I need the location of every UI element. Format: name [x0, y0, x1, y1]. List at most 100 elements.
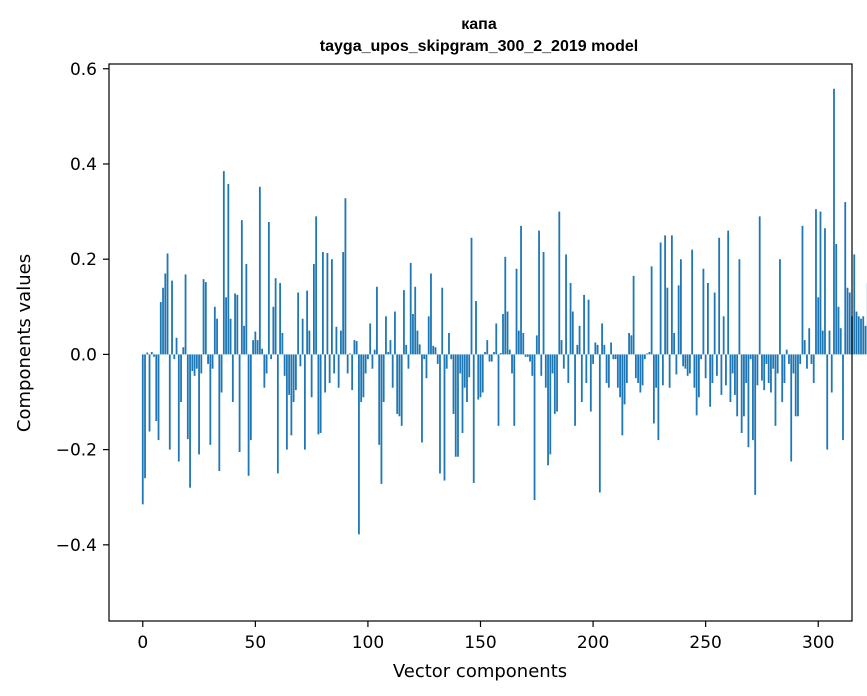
bar-304: [826, 354, 829, 450]
bar-51: [256, 340, 259, 355]
bar-312: [844, 202, 847, 355]
bar-124: [421, 354, 423, 443]
bar-218: [632, 275, 635, 355]
bar-224: [646, 353, 649, 355]
bar-266: [740, 354, 743, 433]
bar-130: [434, 347, 437, 355]
bar-131: [436, 354, 439, 364]
bar-89: [342, 252, 345, 355]
bar-187: [562, 354, 565, 369]
bar-64: [285, 354, 288, 450]
bar-139: [454, 354, 457, 457]
x-tick-label: 250: [689, 633, 721, 653]
bar-177: [540, 354, 543, 376]
bar-128: [430, 273, 432, 355]
bar-115: [400, 354, 403, 426]
bar-120: [412, 313, 414, 355]
bar-16: [177, 354, 180, 462]
bar-18: [182, 347, 185, 355]
bar-148: [475, 301, 477, 355]
bar-75: [310, 354, 313, 398]
bar-149: [477, 354, 480, 400]
bar-220: [637, 354, 640, 383]
bar-82: [326, 253, 329, 355]
bar-23: [193, 354, 196, 376]
bar-307: [833, 88, 835, 355]
bar-155: [490, 354, 493, 362]
bar-193: [576, 344, 579, 355]
bar-162: [506, 311, 509, 355]
bar-94: [353, 340, 356, 355]
bar-143: [463, 354, 466, 388]
bar-297: [810, 354, 813, 364]
bar-151: [481, 354, 484, 393]
bar-212: [619, 354, 621, 398]
bar-227: [652, 354, 655, 424]
y-tick-label: 0.0: [70, 345, 97, 365]
bar-135: [445, 354, 448, 369]
bar-164: [511, 354, 513, 374]
bar-29: [207, 354, 209, 364]
bar-2: [146, 352, 149, 355]
bar-310: [839, 328, 842, 355]
bar-63: [283, 354, 286, 376]
bar-194: [578, 325, 581, 355]
bar-270: [749, 354, 752, 360]
bar-104: [376, 286, 378, 355]
bar-223: [643, 354, 646, 360]
bar-278: [767, 354, 770, 383]
bar-213: [621, 354, 624, 436]
bar-171: [526, 354, 529, 357]
bar-108: [385, 316, 387, 355]
bar-38: [227, 183, 230, 355]
x-tick-label: 300: [802, 633, 834, 653]
bar-313: [846, 287, 849, 355]
bar-281: [774, 354, 777, 426]
bar-234: [668, 354, 671, 388]
y-tick-label: 0.4: [70, 155, 97, 175]
bar-189: [567, 354, 570, 383]
bar-133: [441, 287, 444, 355]
bar-274: [758, 216, 761, 355]
bar-267: [743, 354, 745, 417]
bar-209: [612, 354, 615, 360]
bar-258: [722, 316, 725, 355]
bar-276: [763, 354, 766, 391]
bar-134: [443, 354, 446, 481]
bar-216: [628, 332, 630, 355]
bar-203: [598, 354, 601, 493]
bar-219: [634, 354, 637, 379]
bar-296: [808, 328, 811, 355]
bar-254: [713, 292, 716, 355]
bar-93: [351, 354, 354, 391]
bar-308: [835, 243, 838, 355]
bar-90: [344, 198, 347, 355]
bar-81: [324, 354, 327, 393]
bar-190: [569, 282, 572, 355]
bar-3: [148, 354, 151, 432]
bar-35: [220, 354, 223, 393]
y-tick-label: −0.4: [56, 536, 97, 556]
bar-301: [819, 211, 822, 355]
bar-123: [418, 344, 421, 355]
bar-294: [803, 340, 806, 355]
bar-181: [549, 354, 552, 455]
bar-221: [639, 354, 642, 393]
bar-275: [761, 354, 763, 381]
bar-271: [752, 354, 754, 441]
bar-91: [346, 354, 349, 374]
bar-85: [333, 354, 336, 374]
bar-214: [623, 354, 626, 405]
bar-175: [535, 335, 538, 355]
bar-48: [249, 354, 252, 441]
bar-30: [209, 354, 212, 445]
bar-240: [682, 354, 685, 367]
bar-25: [198, 354, 200, 455]
bar-50: [254, 331, 257, 355]
bar-243: [688, 354, 691, 374]
bar-269: [747, 354, 750, 448]
bar-1: [144, 354, 146, 479]
bar-10: [164, 273, 167, 355]
y-tick-label: 0.2: [70, 250, 97, 270]
bar-152: [484, 352, 486, 355]
